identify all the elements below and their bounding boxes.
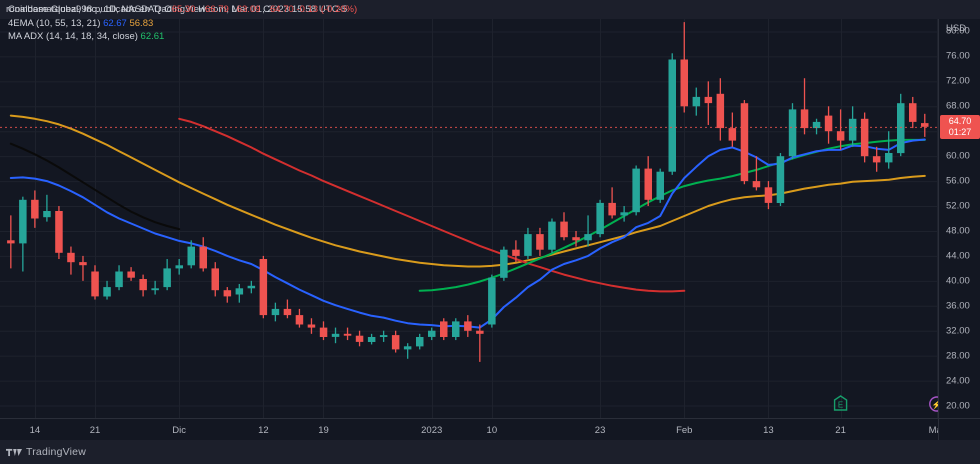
time-axis-tick: 21 <box>835 425 846 436</box>
price-axis-tick: 48.00 <box>946 225 970 237</box>
candlestick-chart: E ⚡ <box>0 19 938 418</box>
price-axis-tick: 28.00 <box>946 350 970 362</box>
price-axis-tick: 24.00 <box>946 375 970 387</box>
price-axis-tick: 40.00 <box>946 275 970 287</box>
time-axis-tick: 19 <box>318 425 329 436</box>
time-axis-tick: 10 <box>486 425 498 436</box>
price-axis-tick: 36.00 <box>946 300 970 312</box>
chart-pane[interactable]: E ⚡ <box>0 19 938 418</box>
time-axis-tick: 23 <box>594 425 606 436</box>
price-axis-tick: 44.00 <box>946 250 970 262</box>
attribution-bar: ronaldomarquez998 publicado en TradingVi… <box>0 0 980 19</box>
price-axis-tick: 32.00 <box>946 325 970 337</box>
price-axis[interactable]: USD 80.00 76.00 72.00 68.00 60.00 56.00 52.00 4… <box>938 19 980 418</box>
time-axis[interactable]: 14 21 Dic 12 19 2023 10 23 Feb 13 21 Mar <box>0 418 945 441</box>
price-axis-tick: 76.00 <box>946 50 970 62</box>
time-axis-tick: Dic <box>172 425 187 436</box>
currency-label: USD <box>946 23 967 34</box>
svg-text:E: E <box>838 401 843 410</box>
svg-text:⚡: ⚡ <box>932 400 938 410</box>
tradingview-mark-icon <box>6 448 22 456</box>
price-axis-tick: 72.00 <box>946 75 970 87</box>
time-axis-tick: 21 <box>89 425 101 436</box>
price-axis-tick: 80.00 <box>946 25 970 37</box>
current-price-badge: 64.70 01:27 <box>940 114 980 139</box>
price-axis-tick: 56.00 <box>946 175 970 187</box>
time-axis-tick: 12 <box>258 425 269 436</box>
price-axis-tick: 68.00 <box>946 100 970 112</box>
tradingview-brand-text: TradingView <box>26 446 86 458</box>
price-axis-tick: 20.00 <box>946 400 970 412</box>
tradingview-logo[interactable]: TradingView <box>0 446 86 458</box>
price-axis-tick: 60.00 <box>946 150 970 162</box>
price-axis-tick: 52.00 <box>946 200 970 212</box>
time-axis-tick: 13 <box>763 425 774 436</box>
current-price-value: 64.70 <box>948 115 972 126</box>
footer-bar: TradingView <box>0 440 980 464</box>
time-axis-tick: Feb <box>676 425 693 436</box>
current-price-countdown: 01:27 <box>948 126 972 137</box>
time-axis-tick: 2023 <box>421 425 443 436</box>
time-axis-tick: Mar <box>928 425 945 436</box>
attribution-text: ronaldomarquez998 publicado en TradingVi… <box>6 4 348 15</box>
time-axis-tick: 14 <box>29 425 41 436</box>
axis-corner <box>938 418 980 441</box>
